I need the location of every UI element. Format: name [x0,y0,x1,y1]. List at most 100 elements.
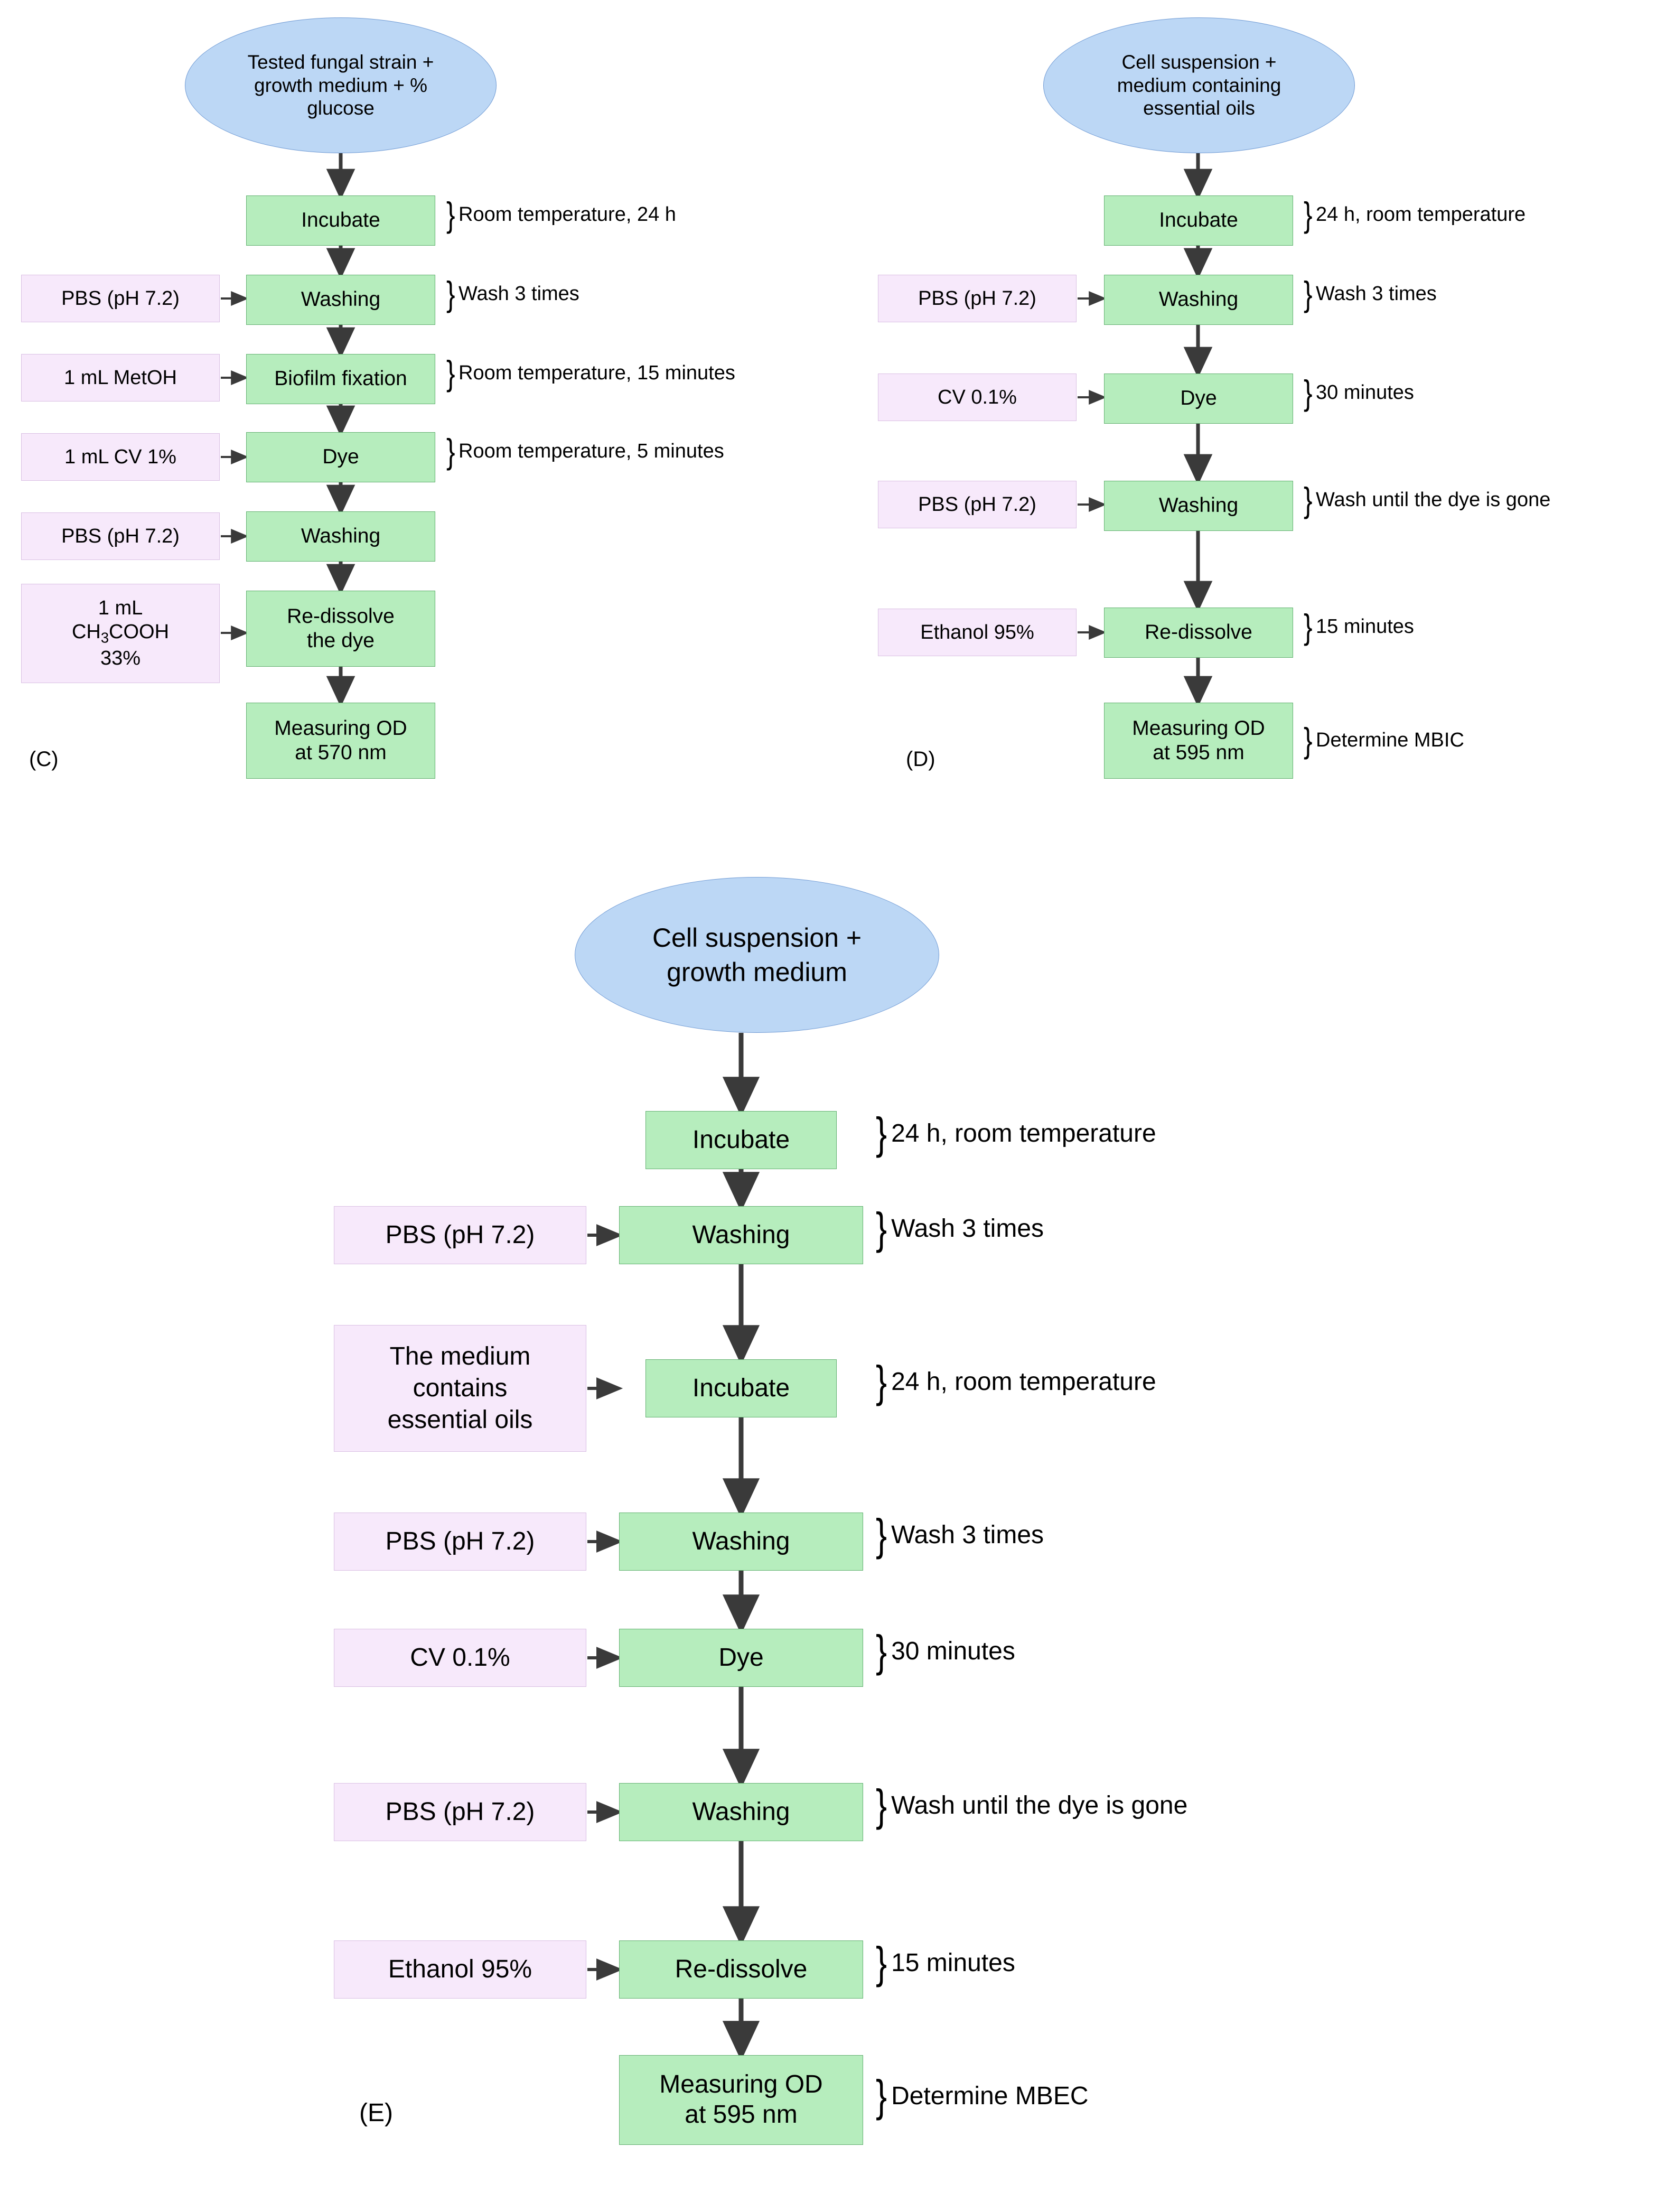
panel-e-reagent-pbs-1: PBS (pH 7.2) [334,1206,586,1264]
panel-e-note-5-label: 30 minutes [891,1637,1015,1665]
brace-icon: } [1304,480,1313,519]
brace-icon: } [876,1357,887,1407]
panel-e-step-incubate-1: Incubate [645,1111,837,1169]
panel-e-note-8-label: Determine MBEC [891,2082,1089,2110]
panel-e-reagent-pbs-2-label: PBS (pH 7.2) [385,1527,535,1555]
brace-icon: } [876,1938,887,1988]
panel-e-note-2-label: Wash 3 times [891,1215,1044,1243]
panel-d-step-washing-1-label: Washing [1158,288,1239,311]
panel-c-step-washing-2-label: Washing [301,525,381,548]
panel-c-reagent-metoh: 1 mL MetOH [21,354,220,402]
panel-c-step-measuring-od-line1: Measuring OD [274,716,407,740]
panel-c-note-3: } Room temperature, 15 minutes [446,356,735,390]
panel-e-note-8: } Determine MBEC [876,2074,1089,2118]
brace-icon: } [1304,372,1313,412]
panel-e-note-4-label: Wash 3 times [891,1521,1044,1549]
brace-icon: } [876,1203,887,1254]
panel-c-label: (C) [29,748,59,771]
panel-c-step-redissolve-line1: Re-dissolve [287,604,395,628]
panel-e-note-1-label: 24 h, room temperature [891,1119,1156,1147]
panel-d-note-6-label: Determine MBIC [1316,729,1464,751]
panel-e-step-washing-1: Washing [619,1206,863,1264]
panel-e-step-washing-2-label: Washing [692,1527,790,1555]
panel-e-reagent-cv-label: CV 0.1% [410,1643,510,1672]
panel-e-note-6: } Wash until the dye is gone [876,1780,1187,1831]
panel-e-reagent-pbs-3: PBS (pH 7.2) [334,1783,586,1841]
panel-e-note-2: } Wash 3 times [876,1203,1044,1254]
panel-e-note-1: } 24 h, room temperature [876,1108,1156,1159]
panel-c-step-washing-1: Washing [246,275,435,325]
panel-d-reagent-pbs-1-label: PBS (pH 7.2) [918,287,1036,310]
panel-d-reagent-ethanol: Ethanol 95% [878,609,1077,656]
panel-e-reagent-medium-oils-line1: The medium [389,1342,531,1370]
panel-d-note-3: } 30 minutes [1304,372,1414,412]
panel-c-note-1: } Room temperature, 24 h [446,194,676,234]
panel-d-start-node: Cell suspension + medium containing esse… [1043,17,1355,153]
panel-c-start-line1: Tested fungal strain + [247,51,434,73]
panel-d-step-measuring-od-line2: at 595 nm [1153,741,1244,764]
panel-c-step-biofilm-fixation: Biofilm fixation [246,354,435,404]
panel-c-start-line3: glucose [307,97,375,119]
brace-icon: } [446,194,455,234]
panel-c-reagent-pbs-1: PBS (pH 7.2) [21,275,220,322]
brace-icon: } [1304,606,1313,646]
panel-e-note-4: } Wash 3 times [876,1510,1044,1560]
panel-e-reagent-medium-oils-line2: contains [413,1374,508,1402]
panel-e-note-5: } 30 minutes [876,1626,1015,1676]
panel-e-reagent-pbs-3-label: PBS (pH 7.2) [385,1797,535,1826]
panel-c-note-1-label: Room temperature, 24 h [458,203,676,226]
panel-d-note-5: } 15 minutes [1304,606,1414,646]
panel-e-step-incubate-2-label: Incubate [692,1374,790,1402]
panel-e-step-measuring-od-line1: Measuring OD [659,2070,823,2099]
panel-e-start-node: Cell suspension + growth medium [575,877,939,1033]
panel-d-step-washing-1: Washing [1104,275,1293,325]
brace-icon: } [1304,274,1313,313]
panel-c-reagent-ch3cooh-line1: 1 mL [98,597,143,620]
panel-d-reagent-pbs-2: PBS (pH 7.2) [878,481,1077,528]
panel-c-note-2-label: Wash 3 times [458,283,579,305]
panel-c-step-redissolve-line2: the dye [307,629,375,652]
brace-icon: } [876,1626,887,1676]
panel-c-reagent-ch3cooh: 1 mL CH3COOH 33% [21,584,220,683]
panel-d-note-4: } Wash until the dye is gone [1304,480,1551,519]
panel-e-step-washing-3: Washing [619,1783,863,1841]
panel-e-step-washing-3-label: Washing [692,1797,790,1826]
panel-d-note-2-label: Wash 3 times [1316,283,1437,305]
panel-d-step-dye: Dye [1104,374,1293,424]
panel-d-step-redissolve-label: Re-dissolve [1145,621,1252,644]
panel-e-step-measuring-od-line2: at 595 nm [685,2101,798,2129]
panel-e-start-line1: Cell suspension + [652,922,862,953]
brace-icon: } [446,431,455,471]
panel-e-step-redissolve-label: Re-dissolve [675,1955,808,1983]
panel-e-reagent-medium-oils: The medium contains essential oils [334,1325,586,1452]
panel-d-reagent-cv-label: CV 0.1% [938,386,1017,408]
panel-d-start-line3: essential oils [1143,97,1255,119]
panel-c-reagent-ch3cooh-line2: CH3COOH [71,621,170,646]
panel-d-start-line1: Cell suspension + [1121,51,1277,73]
panel-e: Cell suspension + growth medium Incubate… [0,845,1675,2212]
panel-e-step-incubate-1-label: Incubate [692,1125,790,1154]
panel-c-step-redissolve: Re-dissolve the dye [246,591,435,667]
panel-e-reagent-pbs-1-label: PBS (pH 7.2) [385,1220,535,1249]
brace-icon: } [876,1780,887,1831]
panel-c-step-dye: Dye [246,432,435,482]
panel-e-reagent-medium-oils-line3: essential oils [387,1406,533,1434]
panel-c-reagent-pbs-1-label: PBS (pH 7.2) [61,287,180,310]
panel-e-step-incubate-2: Incubate [645,1359,837,1417]
panel-e-note-7-label: 15 minutes [891,1949,1015,1977]
panel-d-reagent-pbs-2-label: PBS (pH 7.2) [918,493,1036,516]
panel-e-step-redissolve: Re-dissolve [619,1940,863,1999]
brace-icon: } [446,274,455,313]
panel-e-reagent-ethanol-label: Ethanol 95% [388,1955,532,1983]
brace-icon: } [876,1108,887,1159]
panel-d-step-incubate: Incubate [1104,195,1293,246]
brace-icon: } [876,1510,887,1560]
panel-d-step-measuring-od: Measuring OD at 595 nm [1104,703,1293,779]
panel-d-note-4-label: Wash until the dye is gone [1316,489,1551,511]
panel-c-reagent-cv1: 1 mL CV 1% [21,433,220,481]
panel-e-label: (E) [359,2099,393,2127]
panel-c-note-4-label: Room temperature, 5 minutes [458,440,724,462]
panel-e-reagent-pbs-2: PBS (pH 7.2) [334,1513,586,1571]
panel-c-reagent-cv1-label: 1 mL CV 1% [64,445,176,468]
panel-c-step-measuring-od: Measuring OD at 570 nm [246,703,435,779]
